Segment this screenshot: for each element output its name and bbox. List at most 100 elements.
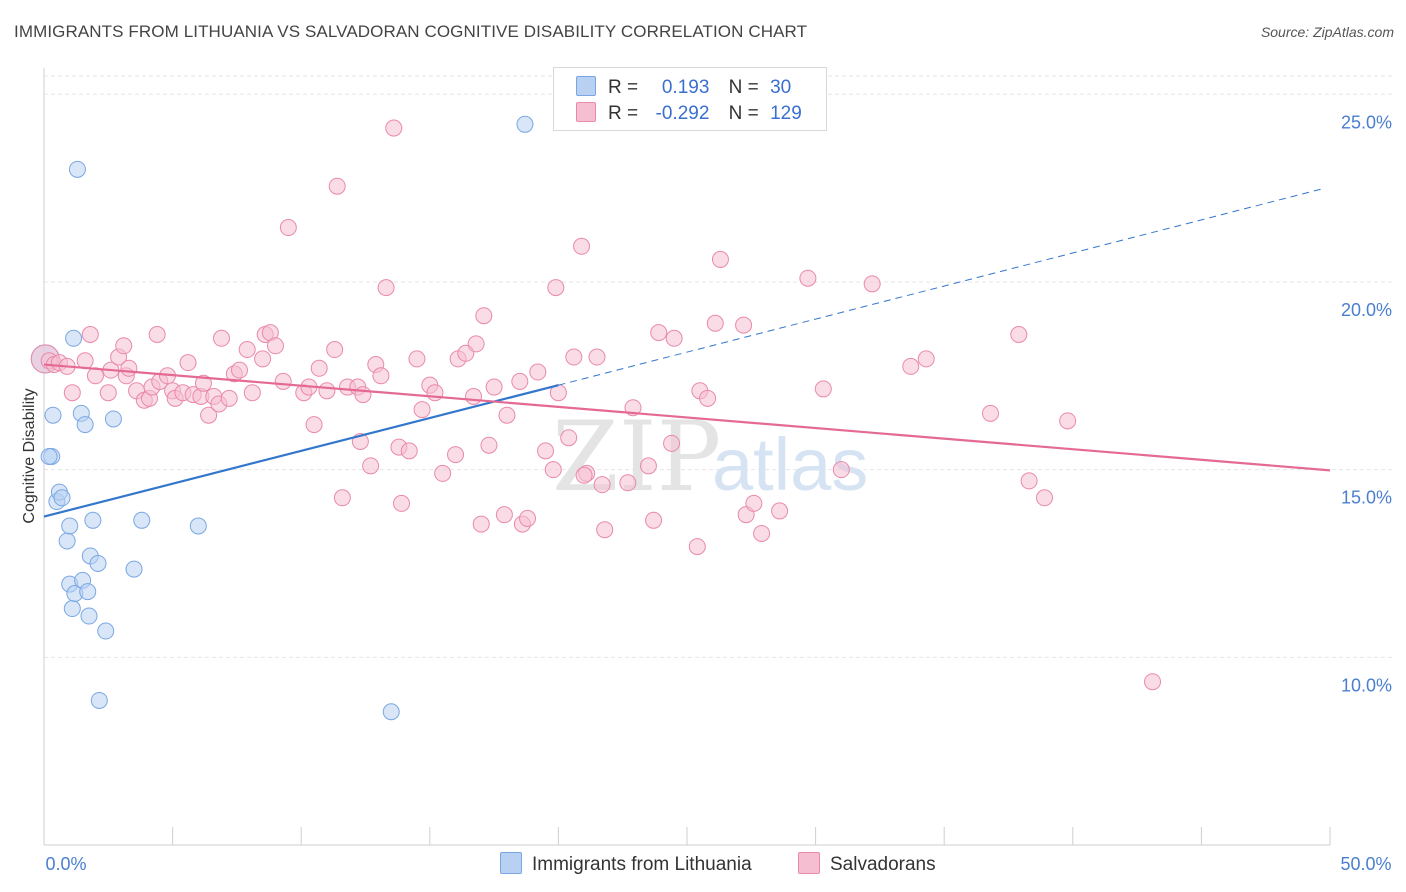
salvadoran-point	[588, 348, 606, 366]
lithuania-point	[189, 517, 207, 535]
salvadoran-point	[529, 363, 547, 381]
salvadoran-point	[179, 354, 197, 372]
legend-item-salvadorans: Salvadorans	[798, 852, 936, 876]
salvadoran-point	[575, 466, 593, 484]
salvadoran-point	[326, 341, 344, 359]
salvadoran-point	[863, 275, 881, 293]
salvadoran-point	[194, 374, 212, 392]
salvadoran-point	[650, 324, 668, 342]
salvadoran-point	[408, 350, 426, 368]
salvadoran-point	[735, 316, 753, 334]
salvadoran-point	[799, 269, 817, 287]
x-tick-label: 0.0%	[45, 854, 86, 874]
salvadoran-point	[200, 406, 218, 424]
correlation-legend: R = 0.193 N = 30 R = -0.292 N = 129	[553, 67, 827, 131]
salvadoran-point	[560, 429, 578, 447]
x-tick-label: 50.0%	[1340, 854, 1391, 874]
salvadoran-point	[699, 389, 717, 407]
salvadoran-point	[305, 416, 323, 434]
salvadoran-point	[1059, 412, 1077, 430]
legend-swatch-blue	[576, 76, 596, 96]
salvadoran-point	[639, 457, 657, 475]
salvadoran-point	[372, 367, 390, 385]
chart-title: IMMIGRANTS FROM LITHUANIA VS SALVADORAN …	[14, 22, 808, 41]
lithuania-point	[516, 115, 534, 133]
tick-labels: 10.0% 15.0% 20.0% 25.0% 0.0% 50.0% Cognitive D…	[21, 112, 1392, 874]
lithuania-trend-extension	[558, 187, 1326, 386]
lithuania-point	[58, 532, 76, 550]
salvadoran-point	[467, 335, 485, 353]
lithuania-point	[68, 160, 86, 178]
lithuania-point	[65, 329, 83, 347]
salvadoran-point	[362, 457, 380, 475]
lithuania-point	[133, 511, 151, 529]
legend-row-pink: R = -0.292 N = 129	[576, 102, 802, 126]
legend-r-label: R =	[608, 77, 639, 98]
lithuania-point	[40, 448, 58, 465]
salvadoran-point	[1010, 326, 1028, 344]
salvadoran-trend-line	[43, 363, 1331, 472]
salvadoran-point	[413, 401, 431, 419]
salvadoran-point	[212, 329, 230, 347]
salvadoran-point	[537, 442, 555, 460]
salvadoran-point	[981, 404, 999, 422]
salvadoran-point	[243, 384, 261, 402]
salvadoran-point	[665, 329, 683, 347]
salvadoran-point	[328, 177, 346, 195]
salvadoran-point	[318, 382, 336, 400]
lithuania-point	[80, 607, 98, 625]
salvadoran-point	[99, 384, 117, 402]
source-label: Source: ZipAtlas.com	[1260, 24, 1394, 40]
lithuania-point	[61, 517, 79, 535]
legend-r-value: -0.292	[655, 103, 710, 124]
salvadoran-point	[274, 372, 292, 390]
legend-n-value: 30	[770, 77, 792, 98]
y-tick-label: 25.0%	[1341, 112, 1392, 132]
salvadoran-point	[333, 489, 351, 507]
salvadoran-point	[254, 350, 272, 368]
salvadoran-point	[814, 380, 832, 398]
lithuania-point	[125, 560, 143, 578]
legend-r-value: 0.193	[661, 77, 710, 98]
salvadoran-point	[377, 279, 395, 297]
salvadoran-point	[447, 446, 465, 464]
salvadoran-point	[485, 378, 503, 396]
lithuania-point	[382, 703, 400, 721]
legend-n-label: N =	[728, 77, 759, 98]
legend-item-lithuania: Immigrants from Lithuania	[500, 852, 752, 876]
salvadoran-point	[745, 494, 763, 512]
lithuania-point	[89, 554, 107, 572]
watermark: ZIP atlas	[552, 401, 868, 513]
lithuania-point	[104, 410, 122, 428]
salvadoran-point	[832, 461, 850, 479]
y-axis-label: Cognitive Disability	[21, 388, 38, 523]
salvadoran-point	[63, 384, 81, 402]
salvadoran-point	[645, 511, 663, 529]
legend-label-salvadorans: Salvadorans	[830, 854, 936, 875]
salvadoran-point	[148, 326, 166, 344]
salvadoran-point	[1020, 472, 1038, 490]
salvadoran-point	[573, 237, 591, 255]
salvadoran-point	[771, 502, 789, 520]
watermark-zip: ZIP	[552, 401, 721, 513]
salvadoran-point	[1036, 489, 1054, 507]
salvadoran-point	[120, 359, 138, 377]
salvadoran-point	[544, 461, 562, 479]
legend-label-lithuania: Immigrants from Lithuania	[532, 854, 752, 875]
lithuania-trend-line	[43, 384, 559, 518]
salvadoran-point	[434, 464, 452, 482]
salvadoran-point	[81, 326, 99, 344]
salvadoran-point	[1144, 673, 1162, 691]
y-tick-label: 15.0%	[1341, 488, 1392, 508]
lithuania-point	[84, 511, 102, 529]
lithuania-point	[44, 406, 62, 424]
salvadoran-point	[495, 506, 513, 524]
legend-swatch-pink	[576, 102, 596, 122]
series-legend: Immigrants from Lithuania Salvadorans	[0, 852, 1406, 878]
salvadoran-point	[475, 307, 493, 325]
legend-row-blue: R = 0.193 N = 30	[576, 76, 791, 100]
salvadoran-point	[238, 341, 256, 359]
salvadoran-point	[426, 384, 444, 402]
lithuania-point	[63, 600, 81, 618]
